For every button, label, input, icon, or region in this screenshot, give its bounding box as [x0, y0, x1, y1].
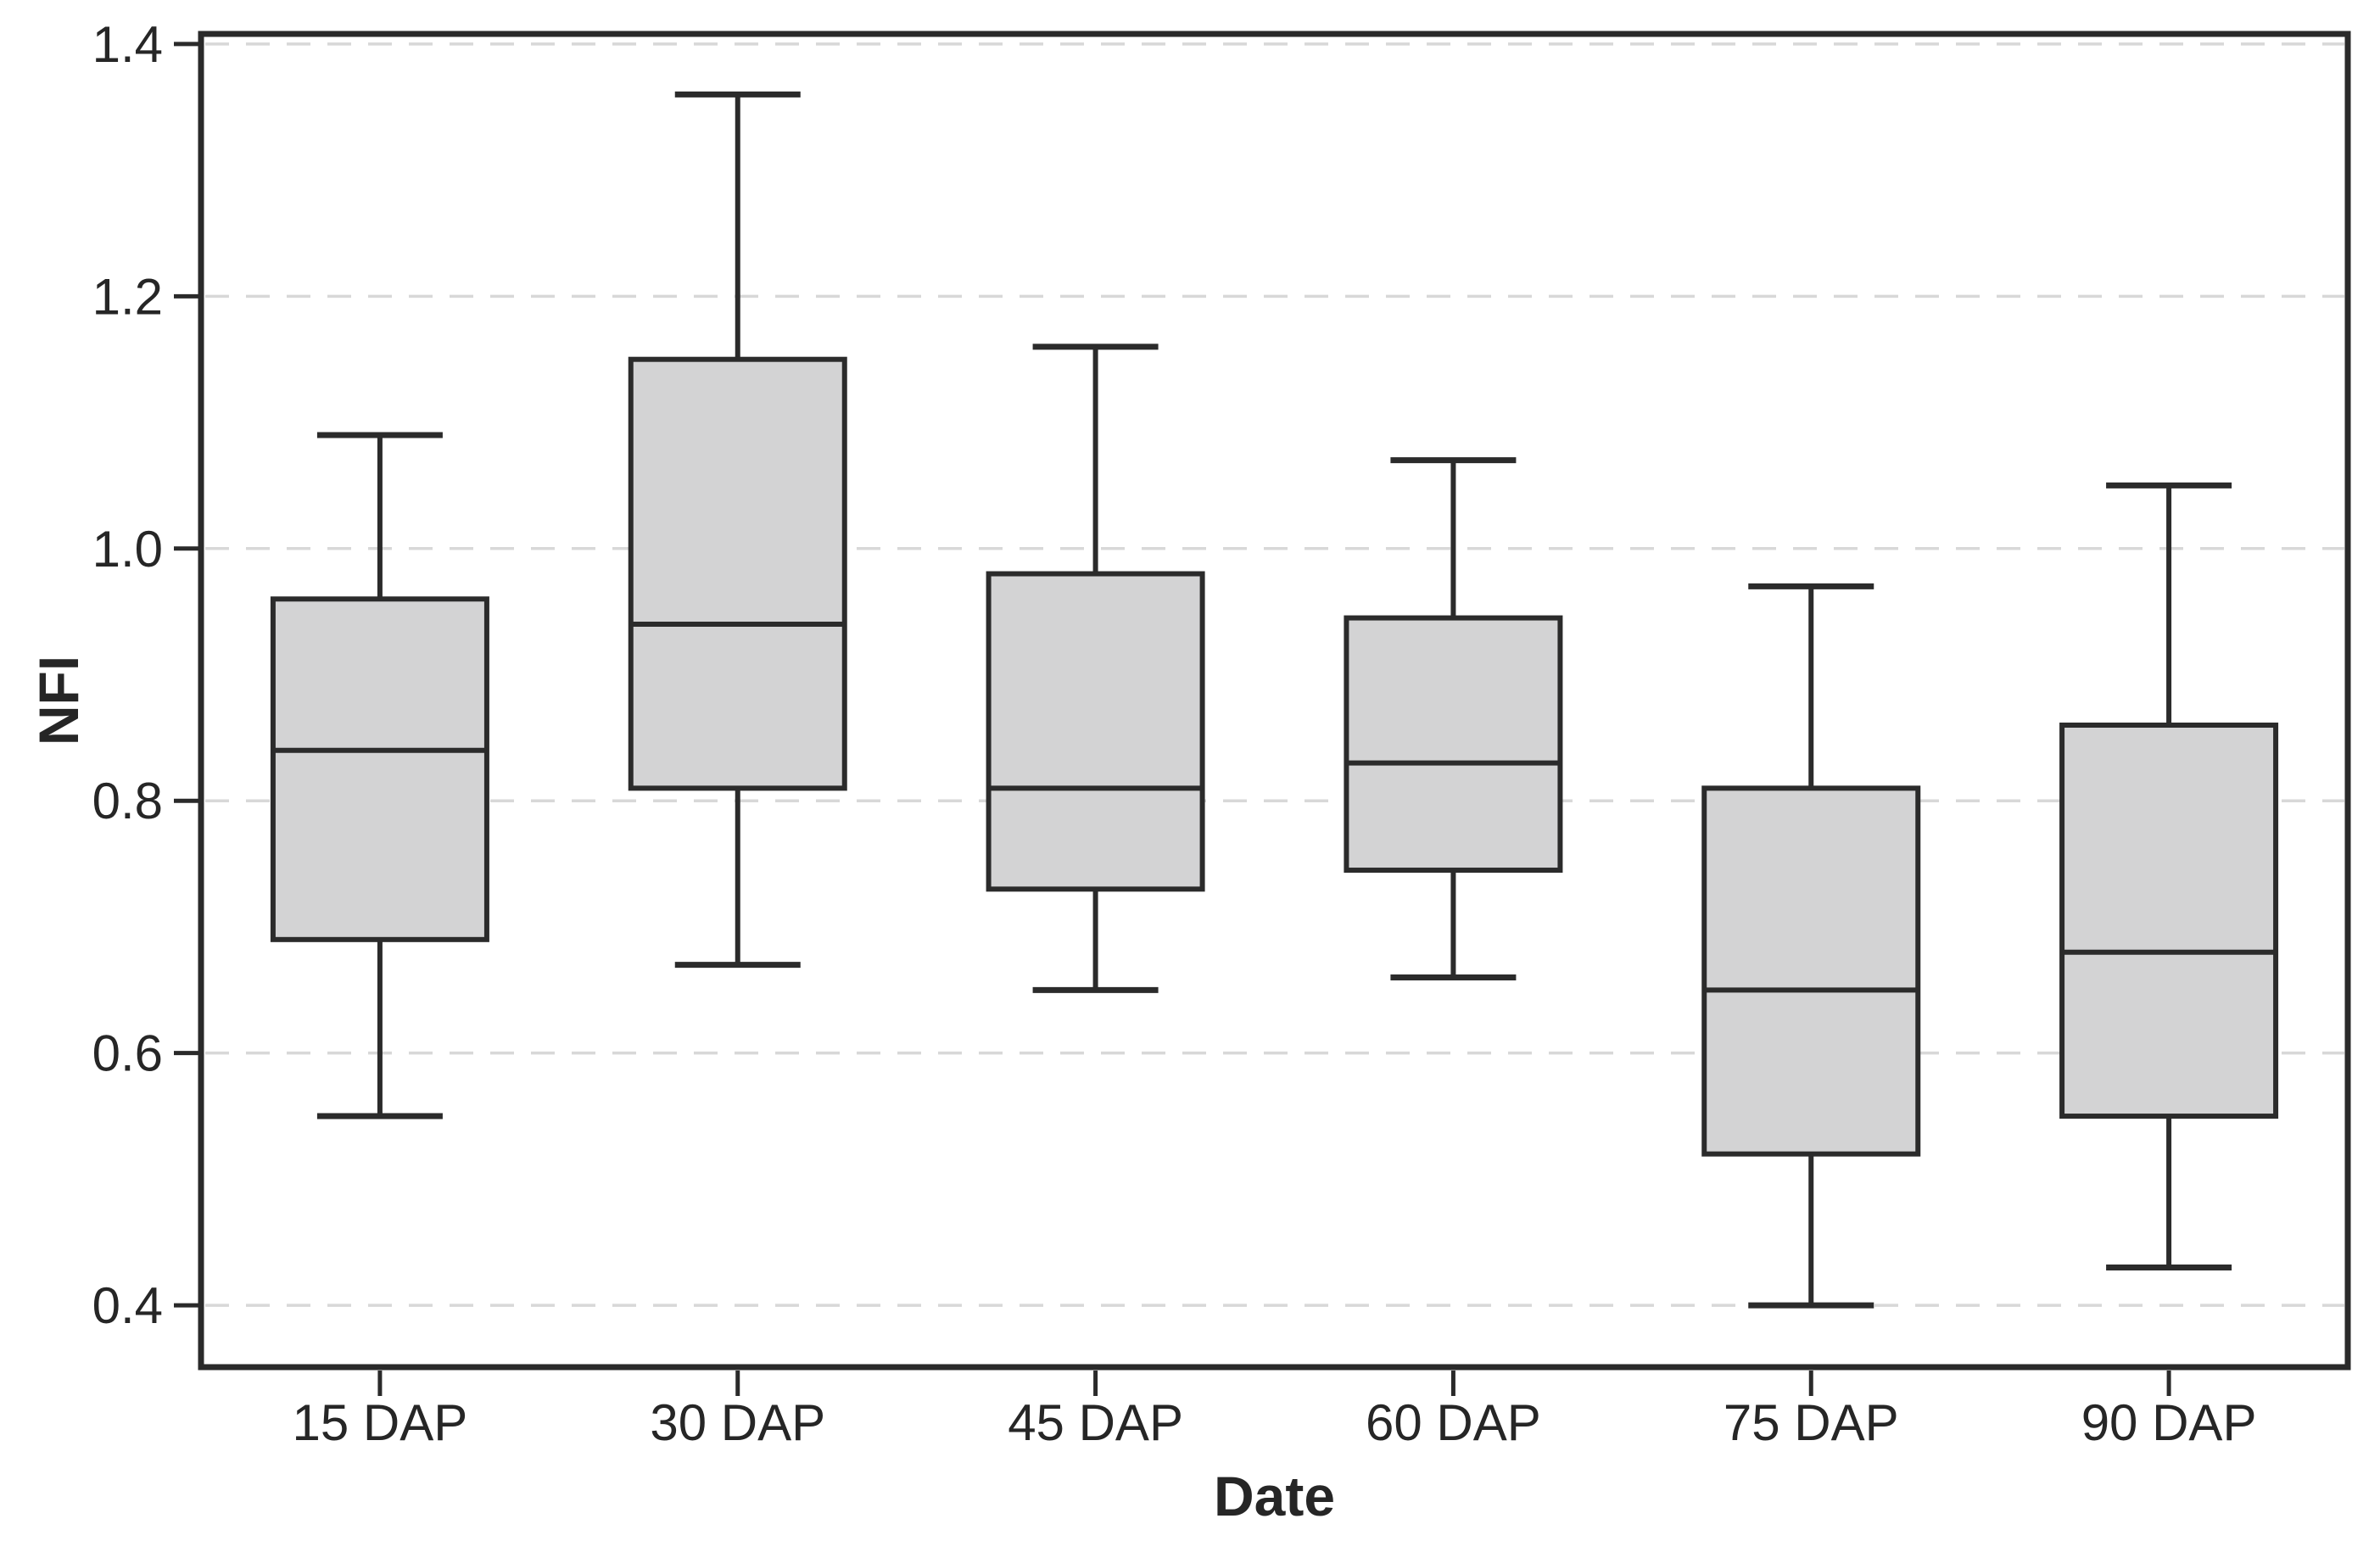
x-tick-label-75-dap: 75 DAP — [1724, 1394, 1899, 1451]
x-tick-label-60-dap: 60 DAP — [1366, 1394, 1541, 1451]
x-tick-label-45-dap: 45 DAP — [1008, 1394, 1183, 1451]
iqr-box — [270, 596, 489, 942]
iqr-box — [2059, 723, 2279, 1119]
box-group-15-dap — [270, 432, 489, 1119]
x-tick-label-15-dap: 15 DAP — [293, 1394, 468, 1451]
x-tick-label-30-dap: 30 DAP — [650, 1394, 825, 1451]
iqr-box — [986, 571, 1205, 892]
plot-frame — [198, 31, 2351, 1371]
y-tick-label-1.0: 1.0 — [92, 521, 163, 578]
x-tick-label-90-dap: 90 DAP — [2081, 1394, 2257, 1451]
x-axis-title: Date — [1213, 1465, 1336, 1527]
iqr-box — [628, 356, 847, 791]
y-tick-label-0.6: 0.6 — [92, 1025, 163, 1082]
iqr-box — [1344, 615, 1563, 874]
box-group-60-dap — [1344, 457, 1563, 980]
y-tick-label-1.2: 1.2 — [92, 268, 163, 325]
y-tick-label-1.4: 1.4 — [92, 16, 163, 73]
box-group-75-dap — [1701, 583, 1921, 1309]
box-group-90-dap — [2059, 482, 2279, 1271]
box-group-45-dap — [986, 343, 1205, 993]
y-axis-title: NFI — [27, 655, 90, 746]
y-tick-label-0.8: 0.8 — [92, 773, 163, 829]
y-tick-label-0.4: 0.4 — [92, 1277, 163, 1334]
iqr-box — [1701, 785, 1921, 1157]
box-group-30-dap — [628, 91, 847, 969]
